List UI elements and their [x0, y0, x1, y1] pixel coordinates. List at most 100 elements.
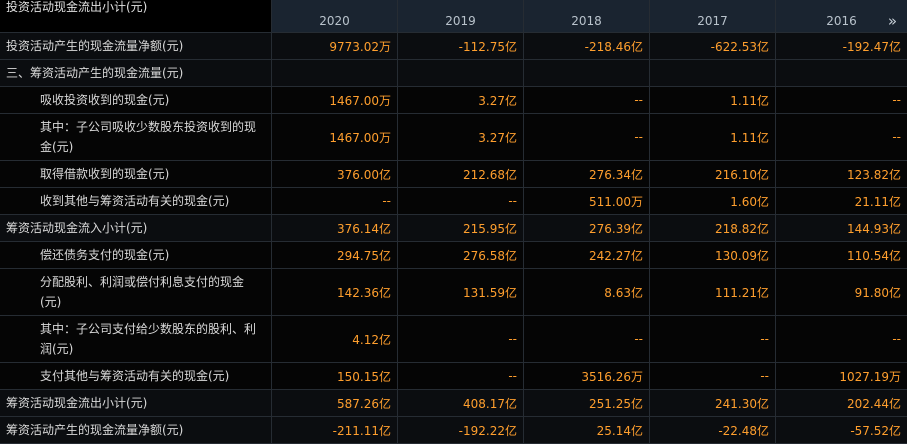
value-cell: 216.10亿: [650, 161, 776, 187]
value-cell: 1027.19万: [776, 363, 907, 389]
value-cell: 511.00万: [524, 188, 650, 214]
value-cell: --: [776, 114, 907, 160]
year-header: 2016»: [776, 0, 907, 32]
value-cell: --: [650, 316, 776, 362]
value-cell: 110.54亿: [776, 242, 907, 268]
value-cell: -192.47亿: [776, 33, 907, 59]
table-row: 其中：子公司支付给少数股东的股利、利润(元) 4.12亿 -- -- -- --: [0, 316, 907, 363]
row-label: 支付其他与筹资活动有关的现金(元): [0, 363, 272, 389]
value-cell: 251.25亿: [524, 390, 650, 416]
row-label: 其中：子公司支付给少数股东的股利、利润(元): [0, 316, 272, 362]
table-row: 筹资活动产生的现金流量净额(元) -211.11亿 -192.22亿 25.14亿 -2…: [0, 417, 907, 444]
value-cell: 241.30亿: [650, 390, 776, 416]
value-cell: 1467.00万: [272, 87, 398, 113]
empty-cell: [524, 60, 650, 86]
row-label: 收到其他与筹资活动有关的现金(元): [0, 188, 272, 214]
value-cell: 276.34亿: [524, 161, 650, 187]
value-cell: 3516.26万: [524, 363, 650, 389]
value-cell: 294.75亿: [272, 242, 398, 268]
value-cell: 276.58亿: [398, 242, 524, 268]
row-label: 三、筹资活动产生的现金流量(元): [0, 60, 272, 86]
value-cell: 276.39亿: [524, 215, 650, 241]
value-cell: 376.14亿: [272, 215, 398, 241]
value-cell: 8.63亿: [524, 269, 650, 315]
value-cell: -211.11亿: [272, 417, 398, 443]
value-cell: --: [398, 188, 524, 214]
table-row: 筹资活动现金流出小计(元) 587.26亿 408.17亿 251.25亿 241.30…: [0, 390, 907, 417]
value-cell: 215.95亿: [398, 215, 524, 241]
value-cell: 1.11亿: [650, 114, 776, 160]
value-cell: 242.27亿: [524, 242, 650, 268]
table-row: 吸收投资收到的现金(元) 1467.00万 3.27亿 -- 1.11亿 --: [0, 87, 907, 114]
value-cell: 587.26亿: [272, 390, 398, 416]
value-cell: 3.27亿: [398, 87, 524, 113]
empty-cell: [272, 60, 398, 86]
table-row: 投资活动产生的现金流量净额(元) 9773.02万 -112.75亿 -218.46亿…: [0, 33, 907, 60]
value-cell: --: [524, 316, 650, 362]
year-header: 2020: [272, 0, 398, 32]
empty-cell: [650, 60, 776, 86]
value-cell: --: [524, 114, 650, 160]
row-label: 筹资活动产生的现金流量净额(元): [0, 417, 272, 443]
value-cell: --: [776, 87, 907, 113]
value-cell: -622.53亿: [650, 33, 776, 59]
table-row: 支付其他与筹资活动有关的现金(元) 150.15亿 -- 3516.26万 -- 1027…: [0, 363, 907, 390]
empty-cell: [398, 60, 524, 86]
value-cell: -192.22亿: [398, 417, 524, 443]
value-cell: 4.12亿: [272, 316, 398, 362]
value-cell: --: [650, 363, 776, 389]
table-row: 三、筹资活动产生的现金流量(元): [0, 60, 907, 87]
empty-cell: [776, 60, 907, 86]
value-cell: 123.82亿: [776, 161, 907, 187]
value-cell: 21.11亿: [776, 188, 907, 214]
value-cell: 25.14亿: [524, 417, 650, 443]
row-label: 分配股利、利润或偿付利息支付的现金(元): [0, 269, 272, 315]
table-row: 筹资活动现金流入小计(元) 376.14亿 215.95亿 276.39亿 218.82…: [0, 215, 907, 242]
value-cell: -57.52亿: [776, 417, 907, 443]
year-header: 2018: [524, 0, 650, 32]
value-cell: 376.00亿: [272, 161, 398, 187]
row-label: 筹资活动现金流出小计(元): [0, 390, 272, 416]
row-label: 偿还债务支付的现金(元): [0, 242, 272, 268]
header-row: 投资活动现金流出小计(元) 2020 2019 2018 2017 2016»: [0, 0, 907, 33]
value-cell: 9773.02万: [272, 33, 398, 59]
year-header: 2019: [398, 0, 524, 32]
value-cell: 130.09亿: [650, 242, 776, 268]
next-arrow[interactable]: »: [887, 12, 897, 30]
row-label: 其中：子公司吸收少数股东投资收到的现金(元): [0, 114, 272, 160]
value-cell: 1.11亿: [650, 87, 776, 113]
value-cell: --: [776, 316, 907, 362]
value-cell: --: [398, 316, 524, 362]
table-row: 其中：子公司吸收少数股东投资收到的现金(元) 1467.00万 3.27亿 -- 1.1…: [0, 114, 907, 161]
value-cell: 3.27亿: [398, 114, 524, 160]
year-header: 2017: [650, 0, 776, 32]
value-cell: --: [398, 363, 524, 389]
value-cell: 111.21亿: [650, 269, 776, 315]
table-row: 偿还债务支付的现金(元) 294.75亿 276.58亿 242.27亿 130.09亿…: [0, 242, 907, 269]
value-cell: 408.17亿: [398, 390, 524, 416]
table-row: 取得借款收到的现金(元) 376.00亿 212.68亿 276.34亿 216.10亿…: [0, 161, 907, 188]
value-cell: 131.59亿: [398, 269, 524, 315]
table-row: 分配股利、利润或偿付利息支付的现金(元) 142.36亿 131.59亿 8.63亿 1…: [0, 269, 907, 316]
value-cell: 150.15亿: [272, 363, 398, 389]
table-row: 收到其他与筹资活动有关的现金(元) -- -- 511.00万 1.60亿 21.11亿: [0, 188, 907, 215]
value-cell: --: [524, 87, 650, 113]
value-cell: 202.44亿: [776, 390, 907, 416]
value-cell: 212.68亿: [398, 161, 524, 187]
row-label: 取得借款收到的现金(元): [0, 161, 272, 187]
row-label: 筹资活动现金流入小计(元): [0, 215, 272, 241]
value-cell: 142.36亿: [272, 269, 398, 315]
value-cell: -22.48亿: [650, 417, 776, 443]
value-cell: --: [272, 188, 398, 214]
value-cell: -112.75亿: [398, 33, 524, 59]
value-cell: 218.82亿: [650, 215, 776, 241]
value-cell: 91.80亿: [776, 269, 907, 315]
value-cell: 1467.00万: [272, 114, 398, 160]
value-cell: -218.46亿: [524, 33, 650, 59]
row-label: 投资活动产生的现金流量净额(元): [0, 33, 272, 59]
row-label: 吸收投资收到的现金(元): [0, 87, 272, 113]
header-label: 投资活动现金流出小计(元): [0, 0, 272, 32]
value-cell: 144.93亿: [776, 215, 907, 241]
